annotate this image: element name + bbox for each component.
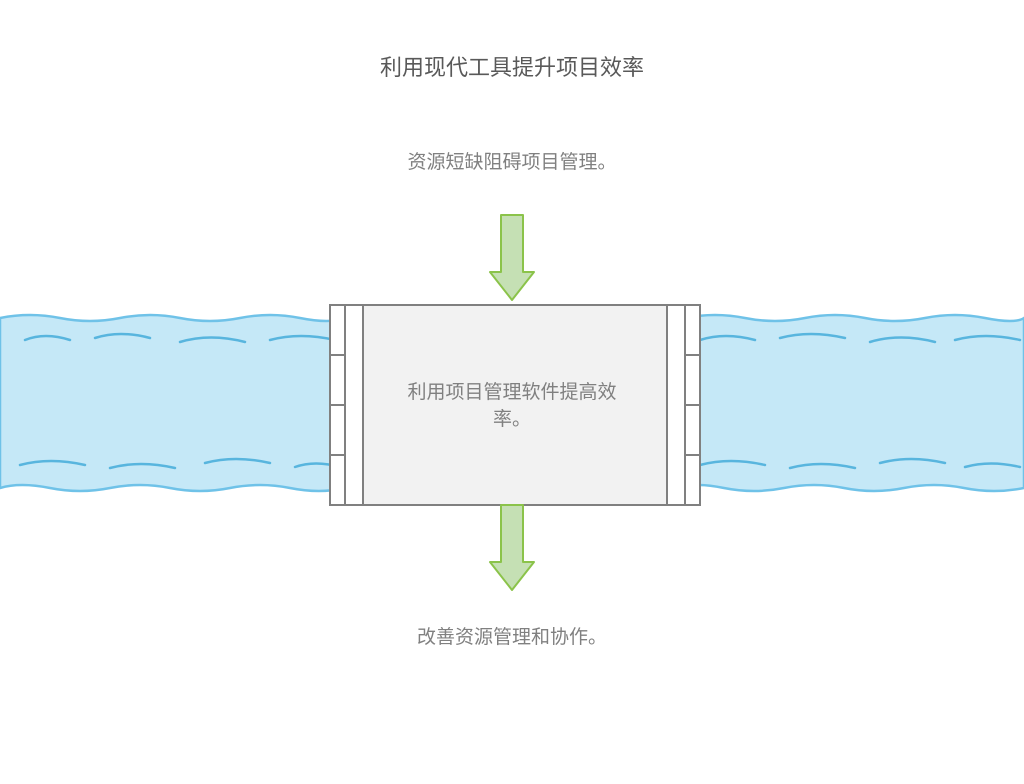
- diagram-title: 利用现代工具提升项目效率: [0, 50, 1024, 82]
- arrow-bottom-icon: [490, 505, 534, 590]
- diagram-canvas: 利用现代工具提升项目效率 资源短缺阻碍项目管理。 利用项目管理软件提高效率。 改…: [0, 0, 1024, 784]
- top-label: 资源短缺阻碍项目管理。: [402, 150, 622, 177]
- center-label: 利用项目管理软件提高效率。: [402, 380, 622, 433]
- water-right: [685, 315, 1024, 491]
- arrow-top-icon: [490, 215, 534, 300]
- bottom-label: 改善资源管理和协作。: [402, 625, 622, 652]
- water-left: [0, 315, 345, 491]
